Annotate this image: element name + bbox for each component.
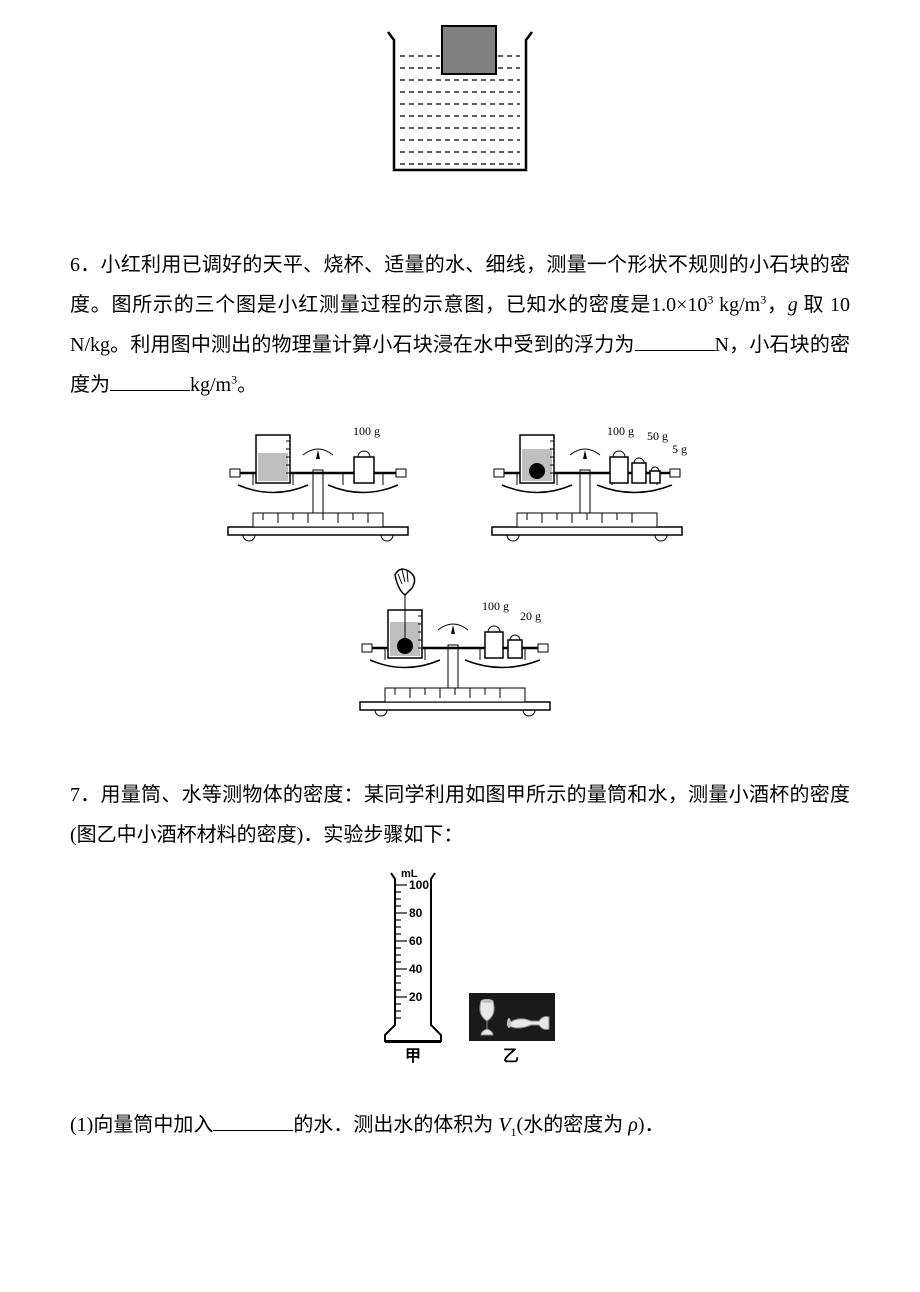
- balance-row-2: 100 g 20 g: [70, 560, 850, 725]
- q7s1-rho: ρ: [628, 1114, 638, 1136]
- tick-100: 100: [409, 878, 429, 892]
- tick-40: 40: [409, 962, 423, 976]
- balance-b-50g: 50 g: [647, 429, 668, 443]
- q7-paragraph: 7．用量筒、水等测物体的密度：某同学利用如图甲所示的量筒和水，测量小酒杯的密度(…: [70, 775, 850, 855]
- q6-paragraph: 6．小红利用已调好的天平、烧杯、适量的水、细线，测量一个形状不规则的小石块的密度…: [70, 245, 850, 405]
- balance-row-1: 100 g: [70, 415, 850, 550]
- balance-b: 100 g 50 g 5 g: [472, 415, 712, 545]
- q6-t6: kg/m: [190, 374, 231, 396]
- tick-80: 80: [409, 906, 423, 920]
- q7s1-blank: [213, 1107, 293, 1131]
- balance-a-100g: 100 g: [353, 424, 380, 438]
- q6-blank-1: [635, 327, 715, 351]
- q6-t7: 。: [237, 374, 257, 396]
- caption-yi: 乙: [503, 1048, 519, 1065]
- q6-t2: kg/m: [713, 294, 760, 316]
- balance-c-100g: 100 g: [482, 599, 509, 613]
- balance-c-20g: 20 g: [520, 609, 541, 623]
- cup-svg: 乙: [467, 865, 557, 1065]
- balance-c: 100 g 20 g: [340, 560, 580, 720]
- balance-a: 100 g: [208, 415, 428, 545]
- q6-blank-2: [110, 367, 190, 391]
- q7s1-t3: (水的密度为: [517, 1114, 629, 1136]
- q7s1-t2: 的水．测出水的体积为: [293, 1114, 498, 1136]
- balance-b-5g: 5 g: [672, 442, 687, 456]
- q7s1-v: V: [498, 1114, 510, 1136]
- balance-b-100g: 100 g: [607, 424, 634, 438]
- tick-20: 20: [409, 990, 423, 1004]
- cylinder-figure: mL 100 80 60 40 20 甲 乙: [70, 865, 850, 1065]
- q7-step1: (1)向量筒中加入的水．测出水的体积为 V1(水的密度为 ρ)．: [70, 1105, 850, 1145]
- cylinder-svg: mL 100 80 60 40 20 甲: [363, 865, 463, 1065]
- q6-t3: ，: [766, 294, 788, 316]
- caption-jia: 甲: [405, 1047, 421, 1065]
- q6-g: g: [788, 294, 798, 316]
- q7s1-t1: (1)向量筒中加入: [70, 1114, 213, 1136]
- tick-60: 60: [409, 934, 423, 948]
- q7s1-t4: )．: [638, 1114, 665, 1136]
- beaker-figure: [70, 20, 850, 185]
- beaker-svg: [360, 20, 560, 180]
- q7-t1: 7．用量筒、水等测物体的密度：某同学利用如图甲所示的量筒和水，测量小酒杯的密度(…: [70, 784, 850, 846]
